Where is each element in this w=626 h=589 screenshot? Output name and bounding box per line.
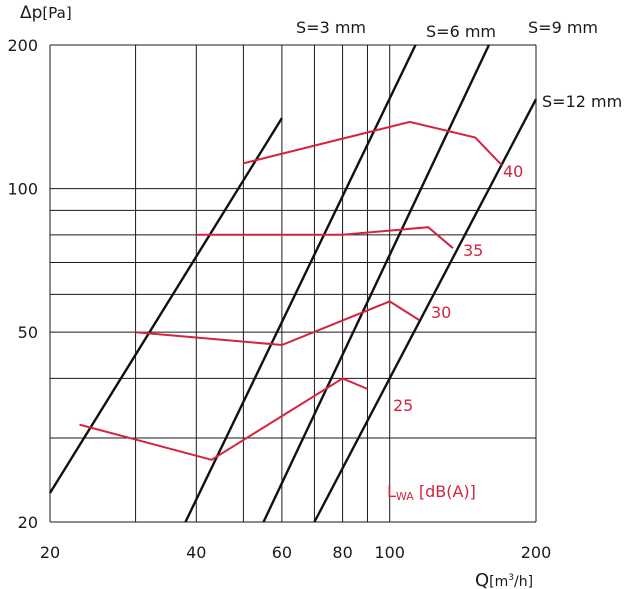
- curve-label-s3: S=3 mm: [296, 18, 366, 37]
- sound-label-25: 25: [393, 396, 413, 415]
- x-tick-label-40: 40: [186, 543, 206, 562]
- x-axis-label: Q[m3/h]: [475, 570, 533, 589]
- sound-level-series: [79, 120, 503, 461]
- curve-label-s9: S=9 mm: [528, 18, 598, 37]
- curve-line-0: [48, 117, 283, 494]
- sound-unit-label: LWA [dB(A)]: [387, 482, 476, 503]
- sound-line-25: [79, 377, 368, 461]
- x-tick-label-100: 100: [374, 543, 405, 562]
- curve-label-s6: S=6 mm: [426, 22, 496, 41]
- x-tick-label-60: 60: [272, 543, 292, 562]
- curve-line-3: [313, 98, 538, 523]
- sound-line-35: [196, 226, 454, 249]
- grid: [49, 44, 537, 523]
- y-tick-label-20: 20: [18, 513, 38, 532]
- sound-line-30: [135, 300, 420, 347]
- x-tick-label-200: 200: [521, 543, 552, 562]
- curve-line-2: [262, 44, 490, 523]
- sound-label-35: 35: [463, 241, 483, 260]
- x-tick-label-80: 80: [332, 543, 352, 562]
- sound-label-40: 40: [503, 162, 523, 181]
- tick-labels: 20 40 60 80 100 200 20 50 100 200: [7, 36, 551, 562]
- y-axis-label: Δp[Pa]: [20, 3, 72, 23]
- y-tick-label-200: 200: [7, 36, 38, 55]
- curve-line-1: [184, 44, 417, 523]
- y-tick-label-100: 100: [7, 180, 38, 199]
- curve-label-s12: S=12 mm: [542, 92, 622, 111]
- sound-line-40: [243, 120, 503, 166]
- curves: [48, 44, 538, 523]
- sound-label-30: 30: [431, 303, 451, 322]
- x-tick-label-20: 20: [40, 543, 60, 562]
- y-tick-label-50: 50: [18, 323, 38, 342]
